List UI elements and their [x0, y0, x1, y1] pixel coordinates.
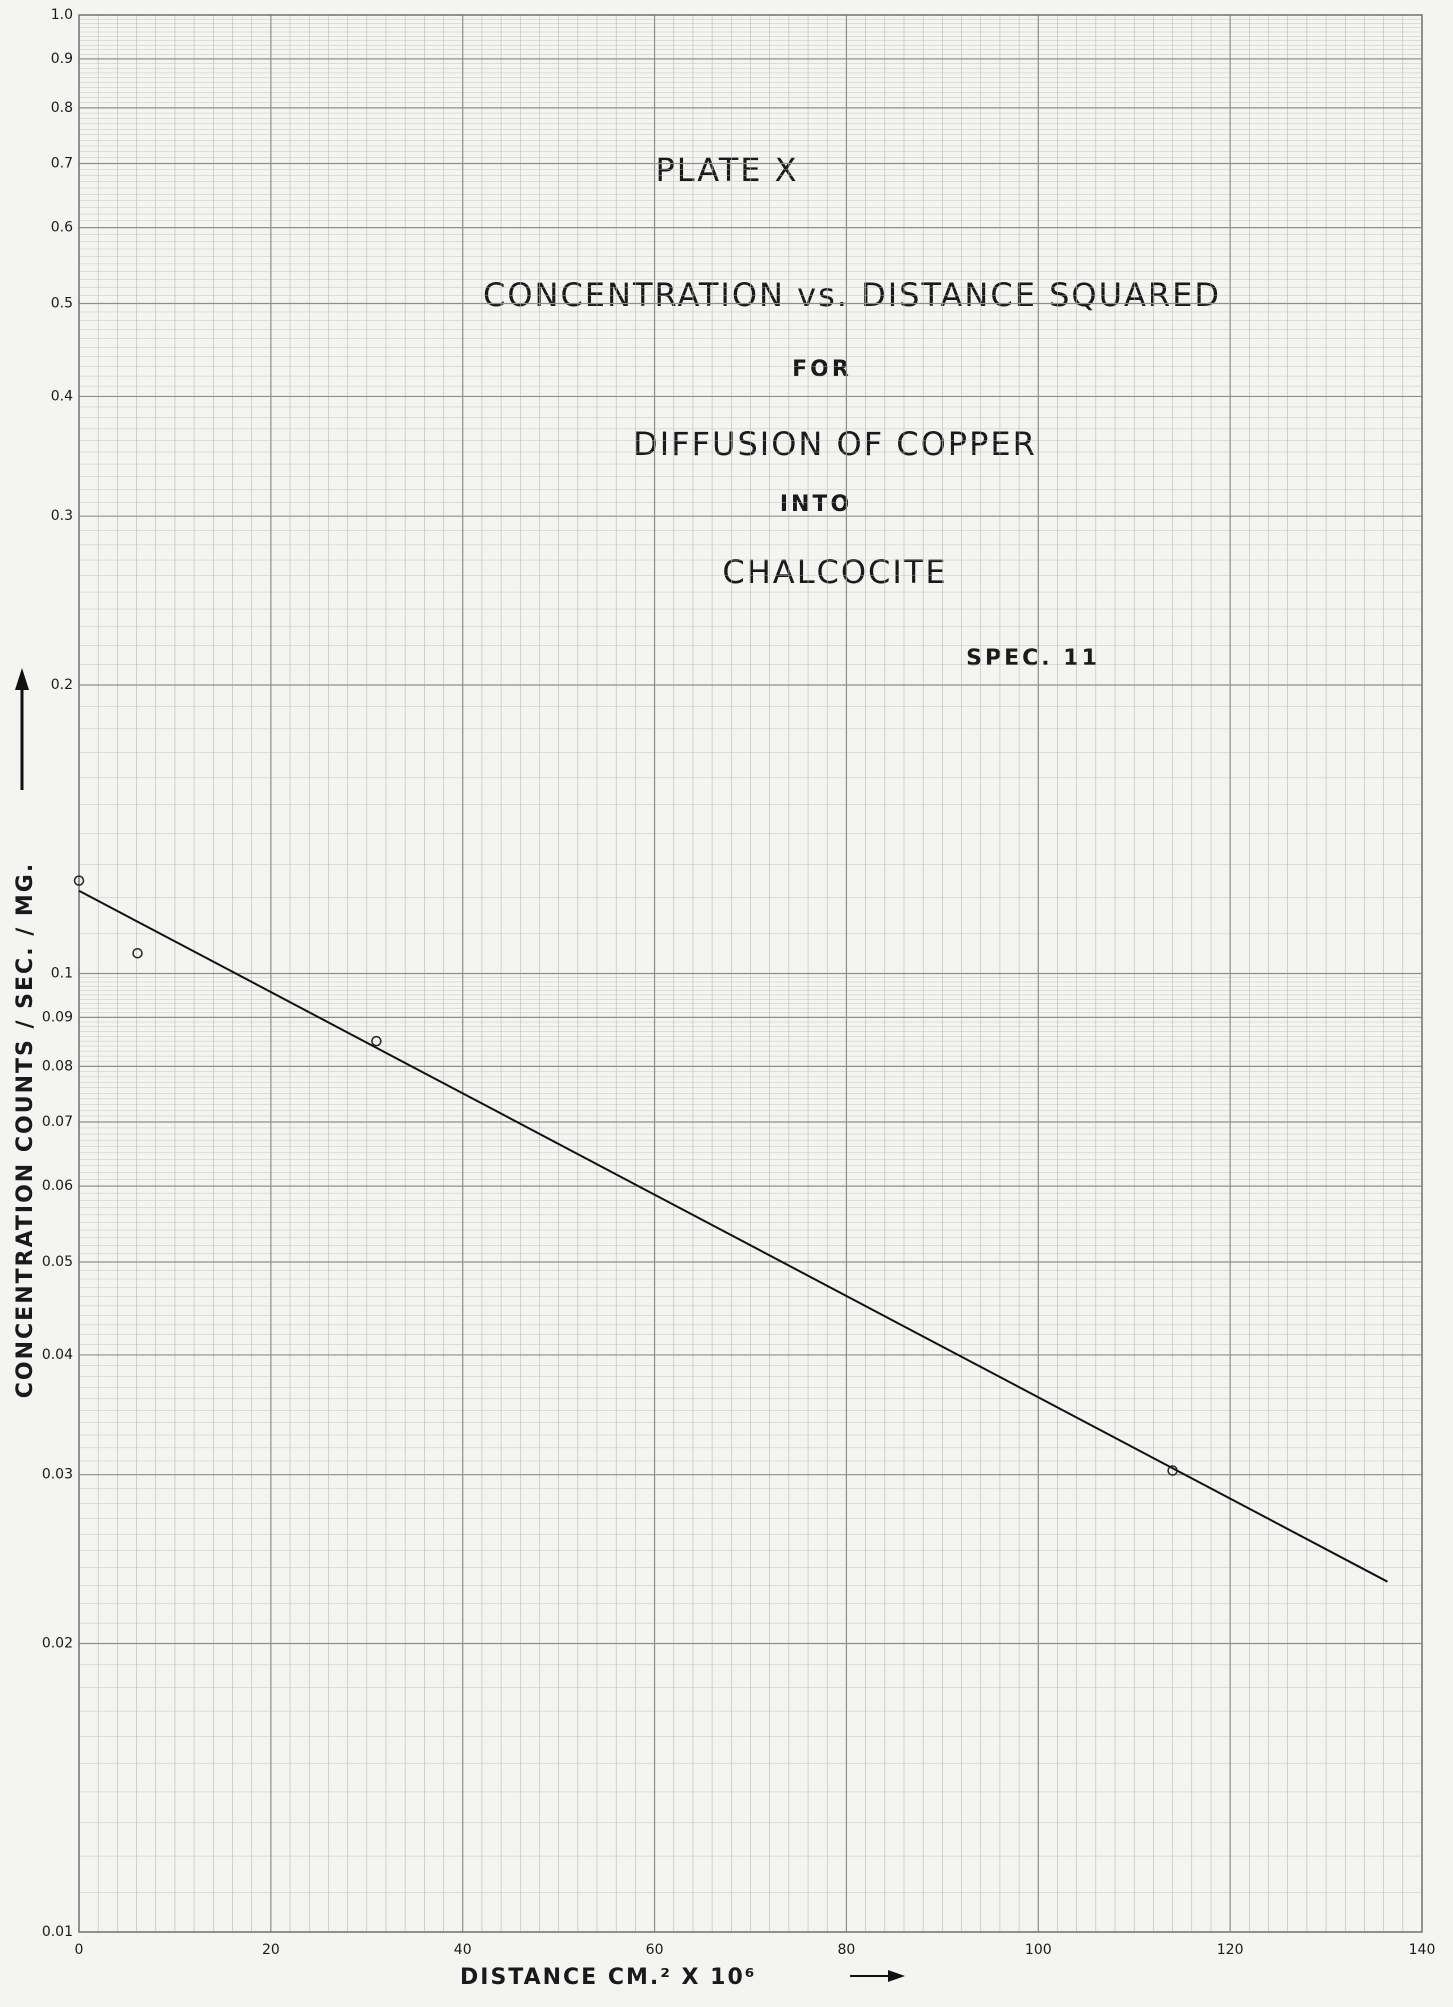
- subtitle: DIFFUSION OF COPPER: [633, 425, 1037, 463]
- y-tick-label: 0.1: [51, 966, 73, 982]
- x-tick-label: 100: [1025, 1942, 1052, 1958]
- x-tick-label: 80: [838, 1942, 856, 1958]
- subtitle: INTO: [780, 492, 852, 517]
- y-tick-label: 0.2: [51, 677, 73, 693]
- data-point: [1167, 1465, 1178, 1476]
- subtitle: CHALCOCITE: [722, 553, 947, 591]
- y-tick-label: 0.03: [42, 1467, 73, 1483]
- x-arrow-head: [888, 1970, 905, 1982]
- chart-title: PLATE X: [655, 151, 798, 189]
- y-tick-label: 0.6: [51, 220, 73, 236]
- x-tick-label: 0: [75, 1942, 84, 1958]
- y-tick-label: 0.02: [42, 1635, 73, 1651]
- y-tick-label: 0.3: [51, 508, 73, 524]
- x-tick-label: 60: [646, 1942, 664, 1958]
- y-tick-label: 0.01: [42, 1924, 73, 1940]
- annotation: SPEC. 11: [966, 646, 1100, 671]
- x-tick-label: 40: [454, 1942, 472, 1958]
- y-tick-label: 0.9: [51, 51, 73, 67]
- fit-line: [78, 889, 1388, 1583]
- data-point: [132, 947, 143, 959]
- y-axis-label: CONCENTRATION COUNTS / SEC. / MG.: [13, 862, 38, 1398]
- x-tick-label: 20: [262, 1942, 280, 1958]
- y-tick-label: 0.5: [51, 296, 73, 312]
- subtitle: CONCENTRATION vs. DISTANCE SQUARED: [483, 276, 1221, 314]
- data-point: [371, 1035, 382, 1047]
- y-tick-label: 0.05: [42, 1254, 73, 1270]
- y-tick-label: 0.09: [42, 1009, 73, 1025]
- x-axis-label: DISTANCE CM.² X 10⁶: [460, 1965, 756, 1990]
- y-tick-label: 0.06: [42, 1178, 73, 1194]
- y-arrow-head: [15, 668, 29, 690]
- y-tick-label: 0.08: [42, 1058, 73, 1074]
- subtitle: FOR: [792, 357, 852, 382]
- x-tick-label: 120: [1217, 1942, 1244, 1958]
- y-tick-label: 0.8: [51, 100, 73, 116]
- y-tick-label: 0.04: [42, 1347, 73, 1363]
- y-tick-label: 0.07: [42, 1114, 73, 1130]
- y-tick-label: 0.4: [51, 388, 73, 404]
- y-tick-label: 0.7: [51, 155, 73, 171]
- plot-frame: [78, 14, 1423, 1933]
- y-tick-label: 1.0: [51, 7, 73, 23]
- x-tick-label: 140: [1409, 1942, 1436, 1958]
- data-point: [73, 875, 85, 886]
